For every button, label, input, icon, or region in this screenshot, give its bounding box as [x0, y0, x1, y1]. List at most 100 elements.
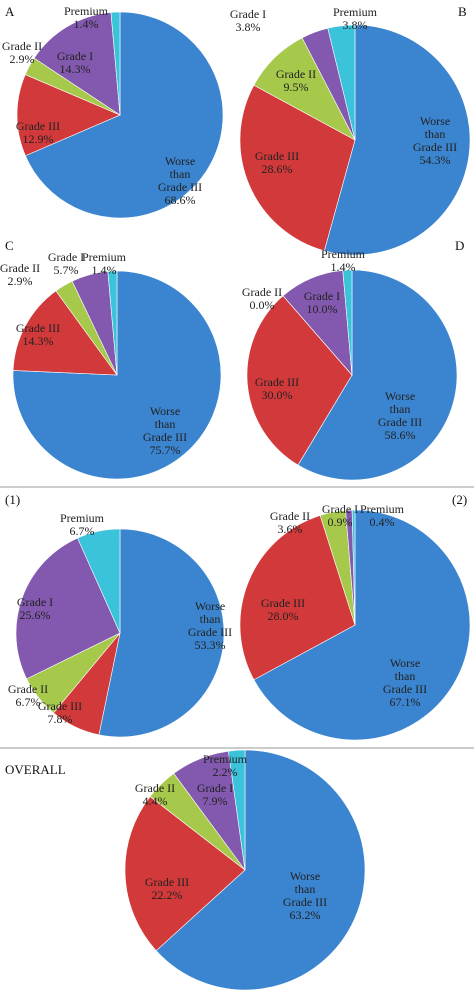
value-label: 28.6%: [261, 162, 293, 176]
pie-slice: [24, 11, 224, 219]
panel-label: (2): [452, 492, 468, 507]
value-label: 14.3%: [59, 62, 91, 76]
pie-slice: [110, 11, 121, 116]
value-label: 2.2%: [212, 765, 238, 779]
category-label: Grade III: [15, 321, 61, 335]
slice-label: Grade II 6.7%: [3, 683, 53, 709]
category-label: Worse than Grade III: [412, 114, 458, 154]
category-label: Premium: [333, 5, 377, 19]
panel-label: D: [455, 238, 465, 253]
category-label: Worse than Grade III: [377, 389, 423, 429]
pie-slice: [342, 269, 353, 376]
value-label: 28.0%: [267, 609, 299, 623]
pie-slice: [323, 24, 471, 256]
panel-label: (1): [5, 492, 21, 507]
slice-label: Premium 1.4%: [61, 5, 111, 31]
pie-slice: [98, 528, 225, 738]
slice-label: Grade II 3.6%: [265, 510, 315, 536]
slice-label: Worse than Grade III 68.6%: [155, 155, 205, 207]
slice-label: Premium 0.4%: [357, 503, 407, 529]
pie-slice: [16, 74, 121, 157]
slice-label: Grade III 28.0%: [258, 597, 308, 623]
value-label: 53.3%: [194, 638, 226, 652]
value-label: 58.6%: [384, 428, 416, 442]
pie-slice: [107, 270, 118, 376]
value-label: 5.7%: [53, 263, 79, 277]
slice-label: Grade II 9.5%: [271, 68, 321, 94]
slice-label: Worse than Grade III 63.2%: [280, 870, 330, 922]
pie-slice: [253, 509, 471, 741]
category-label: Grade III: [144, 875, 190, 889]
category-label: Grade I: [303, 289, 341, 303]
pie-slice: [351, 509, 356, 626]
slice-label: Worse than Grade III 75.7%: [140, 405, 190, 457]
value-label: 0.4%: [369, 515, 395, 529]
slice-label: Grade II 0.0%: [237, 286, 287, 312]
slice-label: Grade II 2.9%: [0, 40, 47, 66]
slice-label: Grade I 25.6%: [10, 596, 60, 622]
category-label: Worse than Grade III: [187, 599, 233, 639]
value-label: 3.8%: [235, 20, 261, 34]
slice-label: Grade I 5.7%: [41, 251, 91, 277]
value-label: 75.7%: [149, 443, 181, 457]
slice-label: Grade I 0.9%: [315, 503, 365, 529]
category-label: Premium: [203, 752, 247, 766]
category-label: Premium: [64, 4, 108, 18]
value-label: 9.5%: [283, 80, 309, 94]
category-label: Worse than Grade III: [382, 656, 428, 696]
category-label: Grade II: [1, 39, 43, 53]
category-label: Grade II: [275, 67, 317, 81]
panel-label: A: [5, 4, 15, 19]
value-label: 3.8%: [342, 18, 368, 32]
value-label: 67.1%: [389, 695, 421, 709]
pie-slice: [246, 295, 353, 466]
value-label: 10.0%: [306, 302, 338, 316]
pie-slice: [327, 24, 356, 141]
slice-label: Grade I 10.0%: [297, 290, 347, 316]
slice-label: Grade III 7.8%: [35, 700, 85, 726]
category-label: Grade I: [196, 781, 234, 795]
category-label: Grade II: [134, 781, 176, 795]
pie-slice: [155, 749, 366, 991]
value-label: 63.2%: [289, 908, 321, 922]
slice-label: Grade I 3.8%: [223, 8, 273, 34]
panel-label: OVERALL: [5, 762, 66, 777]
pie-slice: [15, 537, 121, 680]
category-label: Grade I: [229, 7, 267, 21]
slice-label: Worse than Grade III 67.1%: [380, 657, 430, 709]
value-label: 12.9%: [22, 132, 54, 146]
pie-slice: [33, 12, 121, 116]
value-label: 1.4%: [330, 260, 356, 274]
value-label: 22.2%: [151, 888, 183, 902]
category-label: Premium: [360, 502, 404, 516]
slice-label: Premium 1.4%: [79, 251, 129, 277]
value-label: 1.4%: [73, 17, 99, 31]
value-label: 68.6%: [164, 193, 196, 207]
category-label: Grade I: [56, 49, 94, 63]
slice-label: Grade III 14.3%: [13, 322, 63, 348]
slice-label: Grade III 28.6%: [252, 150, 302, 176]
slice-label: Worse than Grade III 58.6%: [375, 390, 425, 442]
panel-label: B: [458, 4, 467, 19]
pie-slice: [12, 290, 118, 376]
slice-label: Premium 3.8%: [330, 6, 380, 32]
slice-label: Grade I 7.9%: [190, 782, 240, 808]
category-label: Grade I: [16, 595, 54, 609]
pie-slice: [228, 749, 246, 871]
category-label: Grade III: [254, 149, 300, 163]
category-label: Grade III: [37, 699, 83, 713]
value-label: 1.4%: [91, 263, 117, 277]
pie-slice: [239, 84, 356, 252]
pie-slice: [77, 528, 121, 634]
category-label: Grade III: [260, 596, 306, 610]
category-label: Grade III: [254, 375, 300, 389]
category-label: Premium: [82, 250, 126, 264]
slice-label: Premium 1.4%: [318, 248, 368, 274]
category-label: Worse than Grade III: [157, 154, 203, 194]
slice-label: Grade II 4.4%: [130, 782, 180, 808]
category-label: Grade I: [47, 250, 85, 264]
slice-label: Grade III 22.2%: [142, 876, 192, 902]
value-label: 0.9%: [327, 515, 353, 529]
